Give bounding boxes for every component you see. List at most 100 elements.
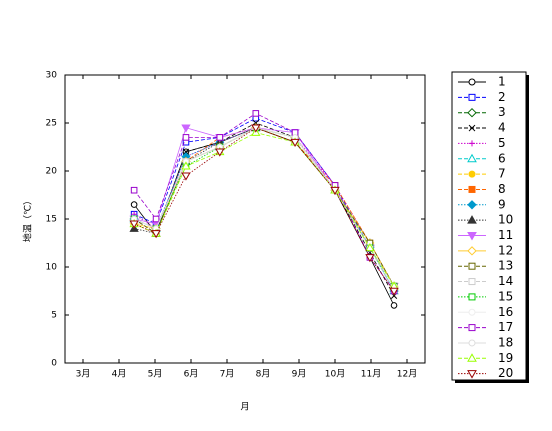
legend-shadow (526, 75, 529, 383)
legend-marker (467, 153, 477, 163)
legend-marker (468, 93, 476, 101)
legend-marker (467, 200, 477, 210)
legend-marker (467, 232, 477, 241)
legend-label: 12 (498, 243, 513, 257)
legend-marker (468, 262, 476, 270)
series-line (133, 127, 395, 287)
legend-marker (467, 370, 477, 379)
x-tick-label: 10月 (325, 369, 345, 380)
legend-marker (468, 308, 476, 316)
series-line (133, 112, 395, 292)
series-line (133, 132, 395, 287)
marker (152, 215, 160, 223)
legend-label: 16 (498, 305, 513, 319)
legend-label: 13 (498, 259, 513, 273)
x-axis-label: 月 (240, 402, 249, 413)
x-tick-label: 4月 (112, 369, 127, 380)
series-line (134, 127, 395, 287)
y-tick-label: 25 (46, 119, 57, 129)
legend-shadow (455, 380, 529, 383)
legend-marker (468, 185, 476, 193)
legend-marker (468, 124, 476, 132)
legend-marker (468, 339, 476, 347)
marker (181, 124, 191, 133)
marker (290, 138, 300, 148)
series-line (133, 127, 395, 287)
legend-marker (469, 140, 475, 147)
legend-marker (468, 170, 476, 178)
legend-label: 6 (498, 151, 506, 165)
legend-label: 18 (498, 335, 513, 349)
marker (215, 148, 225, 157)
legend-marker (468, 324, 476, 332)
marker (251, 124, 261, 133)
marker (389, 287, 399, 296)
legend-label: 10 (498, 213, 513, 227)
marker (182, 134, 190, 141)
legend-label: 8 (498, 182, 506, 196)
marker (181, 172, 191, 181)
x-tick-label: 5月 (148, 369, 163, 380)
y-axis-label: 地温（℃） (22, 196, 34, 242)
marker (130, 201, 138, 208)
legend-label: 1 (498, 75, 506, 89)
series-line (133, 127, 395, 287)
marker (130, 186, 138, 194)
legend-marker (467, 246, 477, 256)
legend (451, 71, 527, 381)
legend-label: 14 (498, 274, 513, 288)
marker (390, 302, 398, 309)
marker (365, 242, 375, 252)
x-tick-label: 7月 (220, 369, 235, 380)
legend-label: 7 (498, 167, 506, 181)
series-line (134, 127, 395, 287)
legend-marker (467, 107, 477, 118)
legend-label: 2 (498, 90, 506, 104)
marker (182, 148, 190, 155)
x-tick-label: 3月 (76, 369, 91, 380)
legend-label: 19 (498, 351, 513, 365)
series-line (133, 127, 395, 306)
series-line (133, 127, 395, 287)
marker (330, 186, 340, 196)
x-tick-label: 6月 (184, 369, 199, 380)
legend-label: 4 (498, 121, 506, 135)
legend-label: 17 (498, 320, 513, 334)
marker (252, 110, 260, 117)
legend-label: 11 (498, 228, 513, 242)
series-line (133, 127, 395, 287)
marker (181, 161, 191, 170)
y-tick-label: 15 (46, 215, 57, 225)
legend-marker (467, 353, 477, 362)
y-tick-label: 10 (46, 263, 58, 273)
x-tick-label: 9月 (292, 369, 307, 380)
marker (129, 220, 139, 229)
y-tick-label: 0 (51, 359, 57, 369)
series-line (133, 127, 395, 287)
legend-label: 5 (498, 136, 506, 150)
marker (365, 254, 375, 263)
marker (151, 230, 161, 239)
marker (216, 134, 224, 141)
legend-marker (467, 215, 477, 224)
series-line (133, 127, 395, 292)
series-line (133, 127, 395, 292)
legend-label: 15 (498, 289, 513, 303)
x-tick-label: 11月 (361, 369, 381, 380)
legend-label: 20 (498, 366, 513, 380)
series-line (133, 127, 395, 292)
legend-marker (468, 278, 476, 286)
legend-label: 3 (498, 105, 506, 119)
series-line (133, 127, 395, 292)
legend-marker (468, 293, 476, 301)
y-tick-label: 30 (46, 71, 58, 81)
series-line (133, 127, 395, 292)
legend-marker (468, 78, 476, 86)
x-tick-label: 8月 (256, 369, 271, 380)
y-tick-label: 5 (51, 311, 57, 321)
x-tick-label: 12月 (397, 369, 417, 380)
y-tick-label: 20 (46, 167, 58, 177)
series-line (133, 127, 395, 287)
series-line (134, 127, 395, 287)
